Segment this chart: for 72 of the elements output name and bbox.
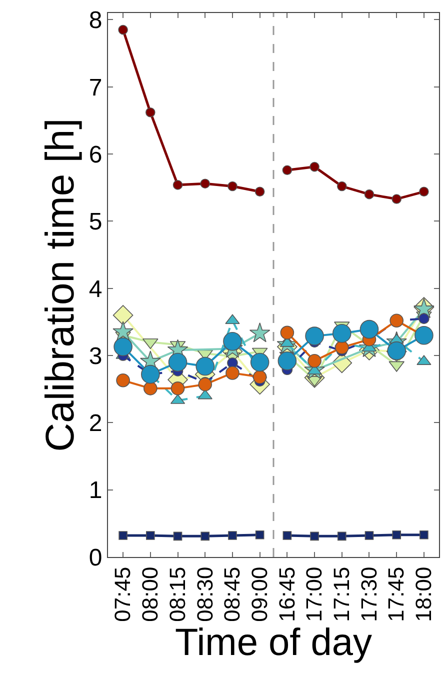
point xyxy=(336,181,347,192)
point xyxy=(392,194,402,204)
point xyxy=(418,313,430,324)
x-tick-label: 16:45 xyxy=(274,566,300,622)
x-tick-label: 17:45 xyxy=(384,566,409,622)
point xyxy=(332,324,352,343)
y-tick-label: 8 xyxy=(88,7,102,34)
point xyxy=(200,178,210,188)
x-tick-label: 08:00 xyxy=(138,566,163,622)
y-tick-label: 0 xyxy=(88,544,102,572)
x-tick-label: 18:00 xyxy=(411,566,436,622)
point xyxy=(252,370,267,384)
x-tick-label: 17:30 xyxy=(356,566,382,622)
x-tick-label: 09:00 xyxy=(246,566,272,622)
point xyxy=(255,530,264,540)
point xyxy=(249,322,270,342)
point xyxy=(196,356,215,376)
point xyxy=(282,531,292,540)
x-tick-label: 07:45 xyxy=(110,566,136,622)
point xyxy=(334,340,349,354)
point xyxy=(172,180,183,190)
point xyxy=(170,382,185,396)
point xyxy=(118,531,128,540)
y-tick-label: 1 xyxy=(88,477,102,504)
point xyxy=(223,332,242,351)
point xyxy=(198,378,212,392)
point xyxy=(112,321,134,341)
y-tick-label: 4 xyxy=(88,276,102,303)
point xyxy=(226,366,240,380)
point xyxy=(146,108,156,118)
point xyxy=(419,186,429,197)
point xyxy=(116,373,130,388)
point xyxy=(392,530,401,540)
point xyxy=(278,351,297,370)
x-tick-label: 08:15 xyxy=(164,566,190,622)
point xyxy=(310,532,319,541)
point xyxy=(200,532,210,541)
point xyxy=(337,532,346,541)
y-tick-label: 5 xyxy=(88,208,102,236)
point xyxy=(118,24,128,35)
y-axis-title: Calibration time [h] xyxy=(38,118,82,452)
point xyxy=(364,189,374,200)
x-tick-label: 08:30 xyxy=(192,566,218,622)
point xyxy=(282,165,292,176)
point xyxy=(114,337,132,356)
point xyxy=(310,162,320,172)
point xyxy=(254,186,265,197)
point xyxy=(146,531,155,540)
point xyxy=(228,181,238,192)
point xyxy=(144,382,158,396)
x-tick-label: 17:15 xyxy=(329,566,354,622)
point xyxy=(414,326,434,345)
x-axis-title: Time of day xyxy=(174,622,372,664)
point xyxy=(112,305,134,326)
x-tick-label: 08:45 xyxy=(220,566,245,622)
y-tick-label: 6 xyxy=(88,141,102,168)
point xyxy=(168,352,188,372)
point xyxy=(141,364,160,384)
point xyxy=(173,532,182,541)
y-tick-label: 2 xyxy=(88,410,102,438)
point xyxy=(198,389,212,400)
point xyxy=(308,354,322,368)
point xyxy=(420,530,428,540)
y-tick-label: 7 xyxy=(88,74,102,102)
point xyxy=(364,531,374,540)
point xyxy=(305,326,324,346)
point xyxy=(228,531,237,540)
point xyxy=(280,326,294,340)
point xyxy=(250,352,270,372)
y-tick-label: 3 xyxy=(88,342,102,370)
x-tick-label: 17:00 xyxy=(302,566,327,622)
point xyxy=(360,320,379,339)
